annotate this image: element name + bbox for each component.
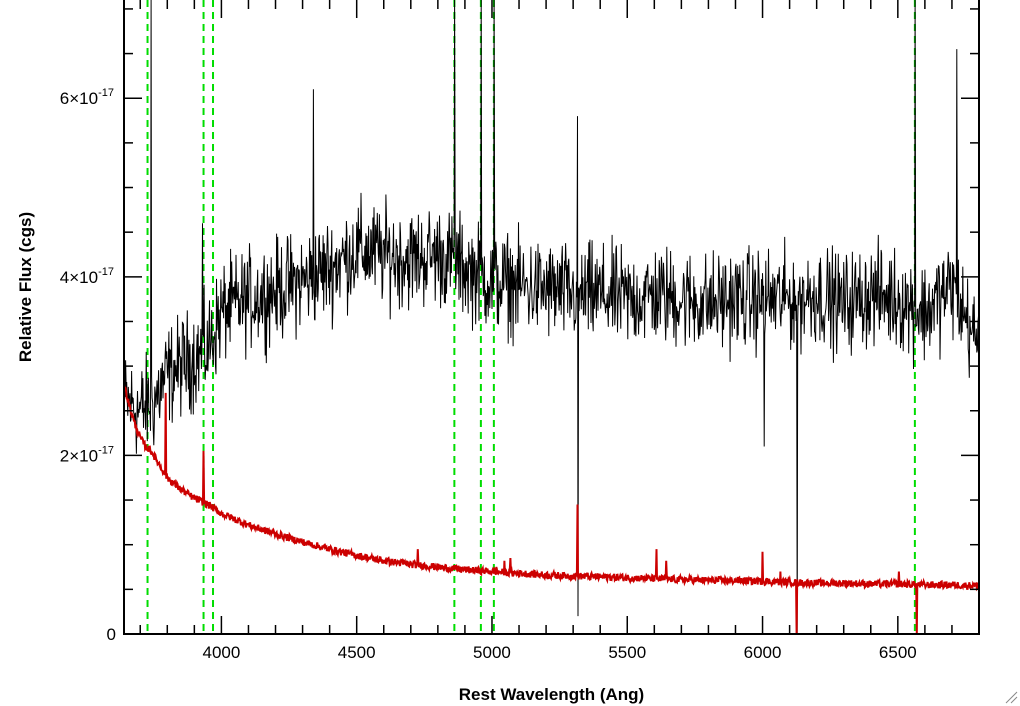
y-tick-label: 4×10-17 — [60, 266, 114, 287]
y-axis-title: Relative Flux (cgs) — [16, 212, 35, 362]
x-axis-title: Rest Wavelength (Ang) — [459, 685, 644, 704]
y-tick-label: 2×10-17 — [60, 444, 114, 465]
series-line-model — [123, 384, 980, 635]
y-tick-label: 6×10-17 — [60, 87, 114, 108]
x-axis: 4000 4500 5000 5500 6000 6500 — [139, 0, 980, 662]
y-tick-label: 0 — [107, 625, 116, 644]
x-tick-label: 6000 — [744, 643, 782, 662]
x-tick-label: 6500 — [879, 643, 917, 662]
x-tick-label: 5000 — [473, 643, 511, 662]
x-tick-label: 4000 — [202, 643, 240, 662]
y-axis: 0 2×10-17 4×10-17 6×10-17 — [60, 8, 979, 644]
plot-frame — [123, 0, 980, 635]
series-layer — [123, 0, 980, 635]
x-tick-label: 5500 — [608, 643, 646, 662]
x-tick-label: 4500 — [338, 643, 376, 662]
series-line-observed — [124, 0, 980, 635]
resize-grip-icon[interactable] — [1004, 690, 1018, 704]
